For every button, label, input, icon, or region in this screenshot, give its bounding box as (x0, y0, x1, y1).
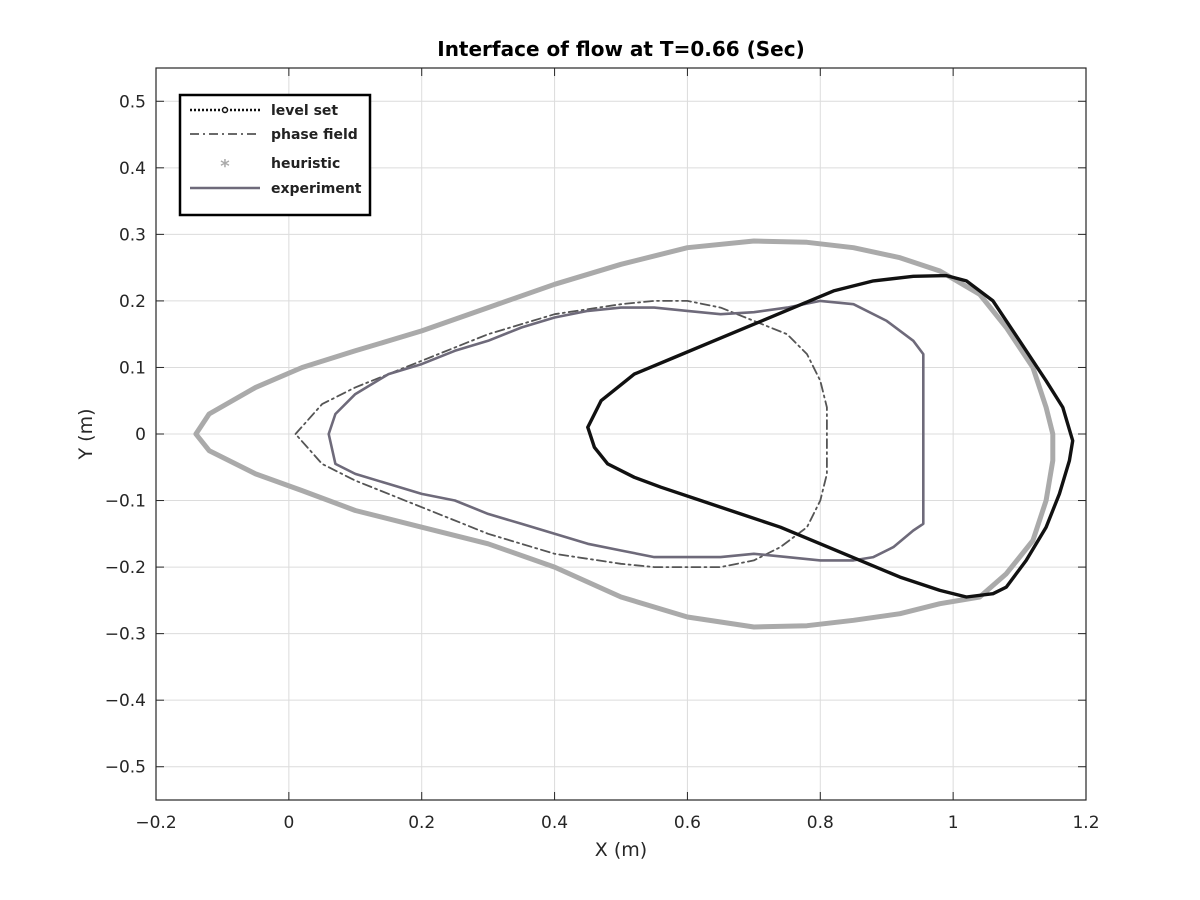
x-axis-title: X (m) (595, 839, 647, 861)
series-layer (193, 238, 1075, 630)
series-line-level-set (586, 273, 1075, 599)
y-tick-label: −0.1 (105, 492, 146, 512)
legend-marker-level-set (221, 106, 229, 114)
y-tick-label: −0.3 (105, 625, 146, 645)
x-tick-label: 1 (948, 813, 959, 833)
x-tick-label: 0.2 (408, 813, 435, 833)
series-line-phase-field (294, 299, 828, 568)
y-tick-label: 0.5 (119, 92, 146, 112)
y-tick-label: −0.2 (105, 558, 146, 578)
series-line-heuristic (193, 238, 1056, 630)
y-tick-label: 0.3 (119, 225, 146, 245)
legend-label-phase-field: phase field (271, 127, 358, 143)
y-axis-title: Y (m) (75, 409, 97, 461)
y-tick-label: −0.5 (105, 758, 146, 778)
y-tick-label: 0 (135, 425, 146, 445)
series-line-experiment (327, 299, 925, 562)
y-tick-label: 0.1 (119, 358, 146, 378)
x-tick-label: 0.4 (541, 813, 568, 833)
x-tick-label: 0.6 (674, 813, 701, 833)
x-tick-label: 1.2 (1072, 813, 1099, 833)
legend-box (178, 93, 372, 217)
legend-label-heuristic: heuristic (271, 156, 340, 172)
grid (155, 68, 1087, 800)
legend: level set phase field * heuristic experiment (178, 93, 372, 217)
y-tick-label: 0.2 (119, 292, 146, 312)
y-tick-label: −0.4 (105, 691, 146, 711)
legend-swatch-heuristic: * (220, 156, 230, 177)
chart-title: Interface of flow at T=0.66 (Sec) (437, 37, 805, 61)
x-tick-label: −0.2 (135, 813, 176, 833)
legend-label-experiment: experiment (271, 181, 362, 197)
x-tick-label: 0.8 (807, 813, 834, 833)
y-tick-label: 0.4 (119, 159, 146, 179)
legend-label-level-set: level set (271, 103, 338, 119)
ticks: −0.2 0 0.2 0.4 0.6 0.8 1 1.2 0.5 0.4 0.3 0.2 0.1 0 −0.… (105, 68, 1100, 833)
x-tick-label: 0 (283, 813, 294, 833)
